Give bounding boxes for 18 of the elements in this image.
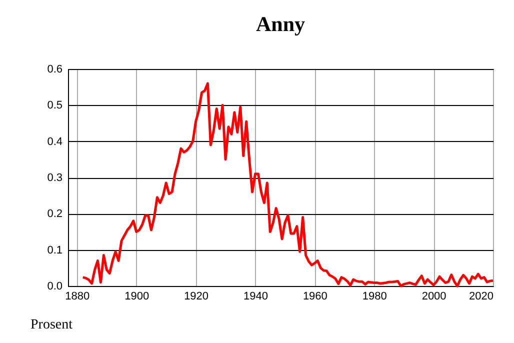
y-axis-title: Prosent [30,318,73,332]
y-tick-label: 0.4 [47,136,62,148]
chart-title: Anny [256,12,306,36]
y-tick-label: 0.5 [47,100,62,112]
y-tick-label: 0.2 [47,208,62,220]
x-tick-label: 1980 [362,290,387,302]
x-tick-label: 1960 [302,290,328,302]
x-tick-label: 1900 [124,290,150,302]
y-tick-label: 0.0 [47,280,62,292]
y-tick-label: 0.1 [47,244,62,256]
y-tick-label: 0.6 [47,64,62,76]
x-tick-label: 1880 [65,290,90,302]
y-tick-label: 0.3 [47,172,62,184]
x-tick-label: 1940 [243,290,268,302]
line-series [82,82,494,288]
x-tick-label: 2000 [422,290,446,302]
x-tick-label: 2020 [469,290,494,302]
x-tick-label: 1920 [184,290,209,302]
